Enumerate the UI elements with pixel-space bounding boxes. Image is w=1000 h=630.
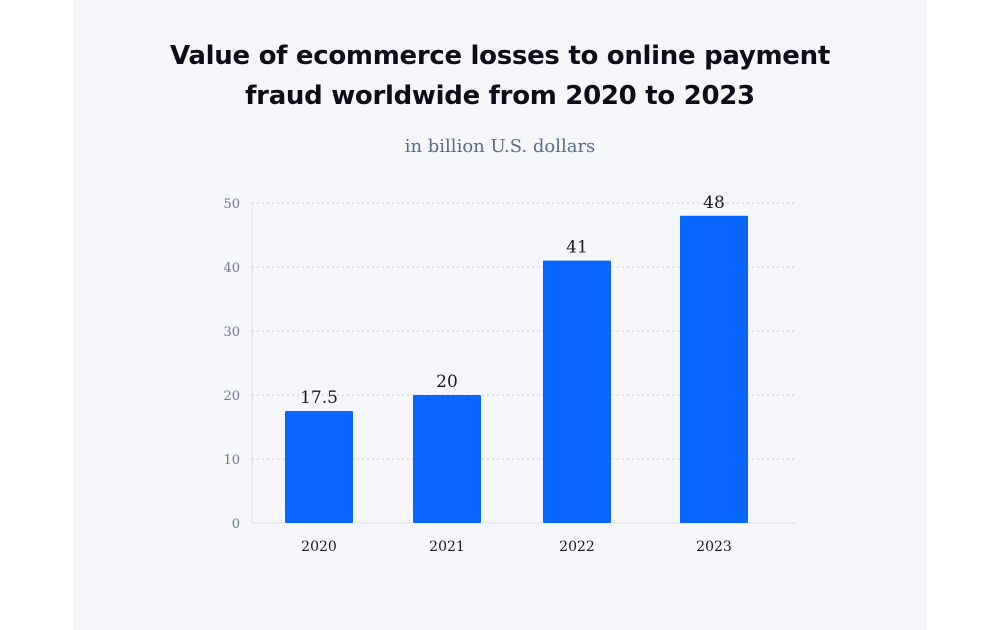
- chart-subtitle: in billion U.S. dollars: [404, 136, 596, 157]
- x-tick-label: 2022: [559, 539, 595, 555]
- x-tick-label: 2020: [301, 539, 337, 555]
- data-label: 17.5: [300, 388, 338, 408]
- y-tick-label: 40: [223, 261, 240, 276]
- x-tick-label: 2023: [696, 539, 732, 555]
- bar-2022: [543, 260, 611, 523]
- title-line-2: fraud worldwide from 2020 to 2023: [245, 81, 755, 111]
- y-tick-label: 30: [223, 325, 240, 340]
- bar-2021: [413, 395, 481, 523]
- y-tick-label: 10: [223, 453, 240, 468]
- data-label: 20: [436, 372, 458, 392]
- bar-2023: [680, 215, 748, 524]
- data-label: 48: [703, 193, 725, 213]
- title-line-1: Value of ecommerce losses to online paym…: [170, 41, 830, 71]
- y-tick-label: 0: [232, 517, 240, 532]
- chart-panel: [73, 0, 927, 630]
- x-tick-label: 2021: [429, 539, 465, 555]
- y-tick-label: 20: [223, 389, 240, 404]
- bar-2020: [285, 411, 353, 523]
- data-label: 41: [566, 238, 588, 258]
- chart-title: Value of ecommerce losses to online paym…: [0, 36, 1000, 116]
- y-tick-label: 50: [223, 197, 240, 212]
